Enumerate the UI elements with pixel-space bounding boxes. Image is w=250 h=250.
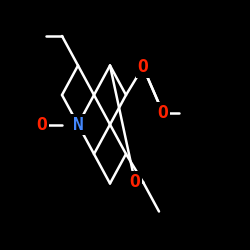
Text: O: O [36,116,48,134]
Text: O: O [130,173,140,191]
Text: N: N [72,116,84,134]
Text: O: O [138,58,148,76]
Text: O: O [158,104,168,122]
